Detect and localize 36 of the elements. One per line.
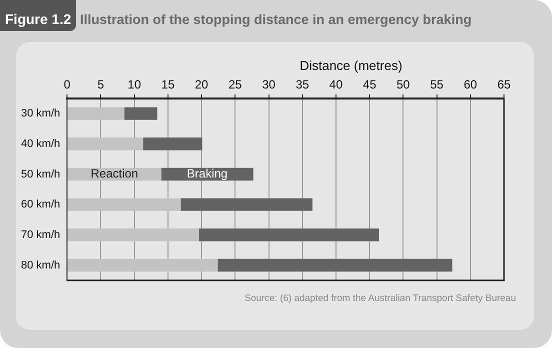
x-tick-label: 35: [296, 78, 310, 92]
bar: [143, 138, 202, 150]
series-label: Braking: [186, 166, 228, 181]
x-tick-label: 30: [262, 78, 276, 92]
x-tick-label: 50: [396, 78, 410, 92]
x-tick-label: 15: [161, 78, 175, 92]
series-label: Reaction: [90, 166, 138, 181]
x-tick-label: 10: [128, 78, 142, 92]
x-tick-label: 25: [228, 78, 242, 92]
bar: [68, 198, 181, 211]
x-axis-title: Distance (metres): [298, 58, 404, 73]
x-tick-label: 45: [362, 78, 377, 92]
bar: [68, 107, 124, 120]
bar: [68, 228, 199, 242]
x-tick-label: 60: [464, 78, 478, 92]
y-tick-label: 30 km/h: [20, 108, 60, 120]
x-tick-label: 55: [430, 78, 444, 92]
y-tick-label: 80 km/h: [20, 259, 60, 272]
bar: [68, 138, 144, 150]
x-tick-label: 65: [497, 78, 511, 92]
y-tick-label: 60 km/h: [20, 198, 60, 211]
caption: Figure 1.2: [0, 0, 76, 31]
source-note: Source: (6) adapted from the Australian Transport Safety Bureau: [244, 293, 516, 304]
chart-title: Illustration of the stopping distance in an emergency braking: [80, 12, 472, 27]
y-tick-label: 40 km/h: [20, 138, 60, 150]
bar: [124, 107, 158, 120]
x-tick-label: 5: [97, 78, 104, 92]
y-tick-label: 50 km/h: [20, 168, 60, 180]
x-tick-label: 20: [194, 78, 209, 92]
y-tick-label: 70 km/h: [20, 228, 60, 241]
bar: [68, 258, 218, 272]
bar: [218, 258, 452, 272]
bar: [180, 198, 312, 211]
bar: [198, 228, 379, 242]
x-tick-label: 0: [64, 78, 71, 92]
x-tick-label: 40: [329, 78, 343, 92]
